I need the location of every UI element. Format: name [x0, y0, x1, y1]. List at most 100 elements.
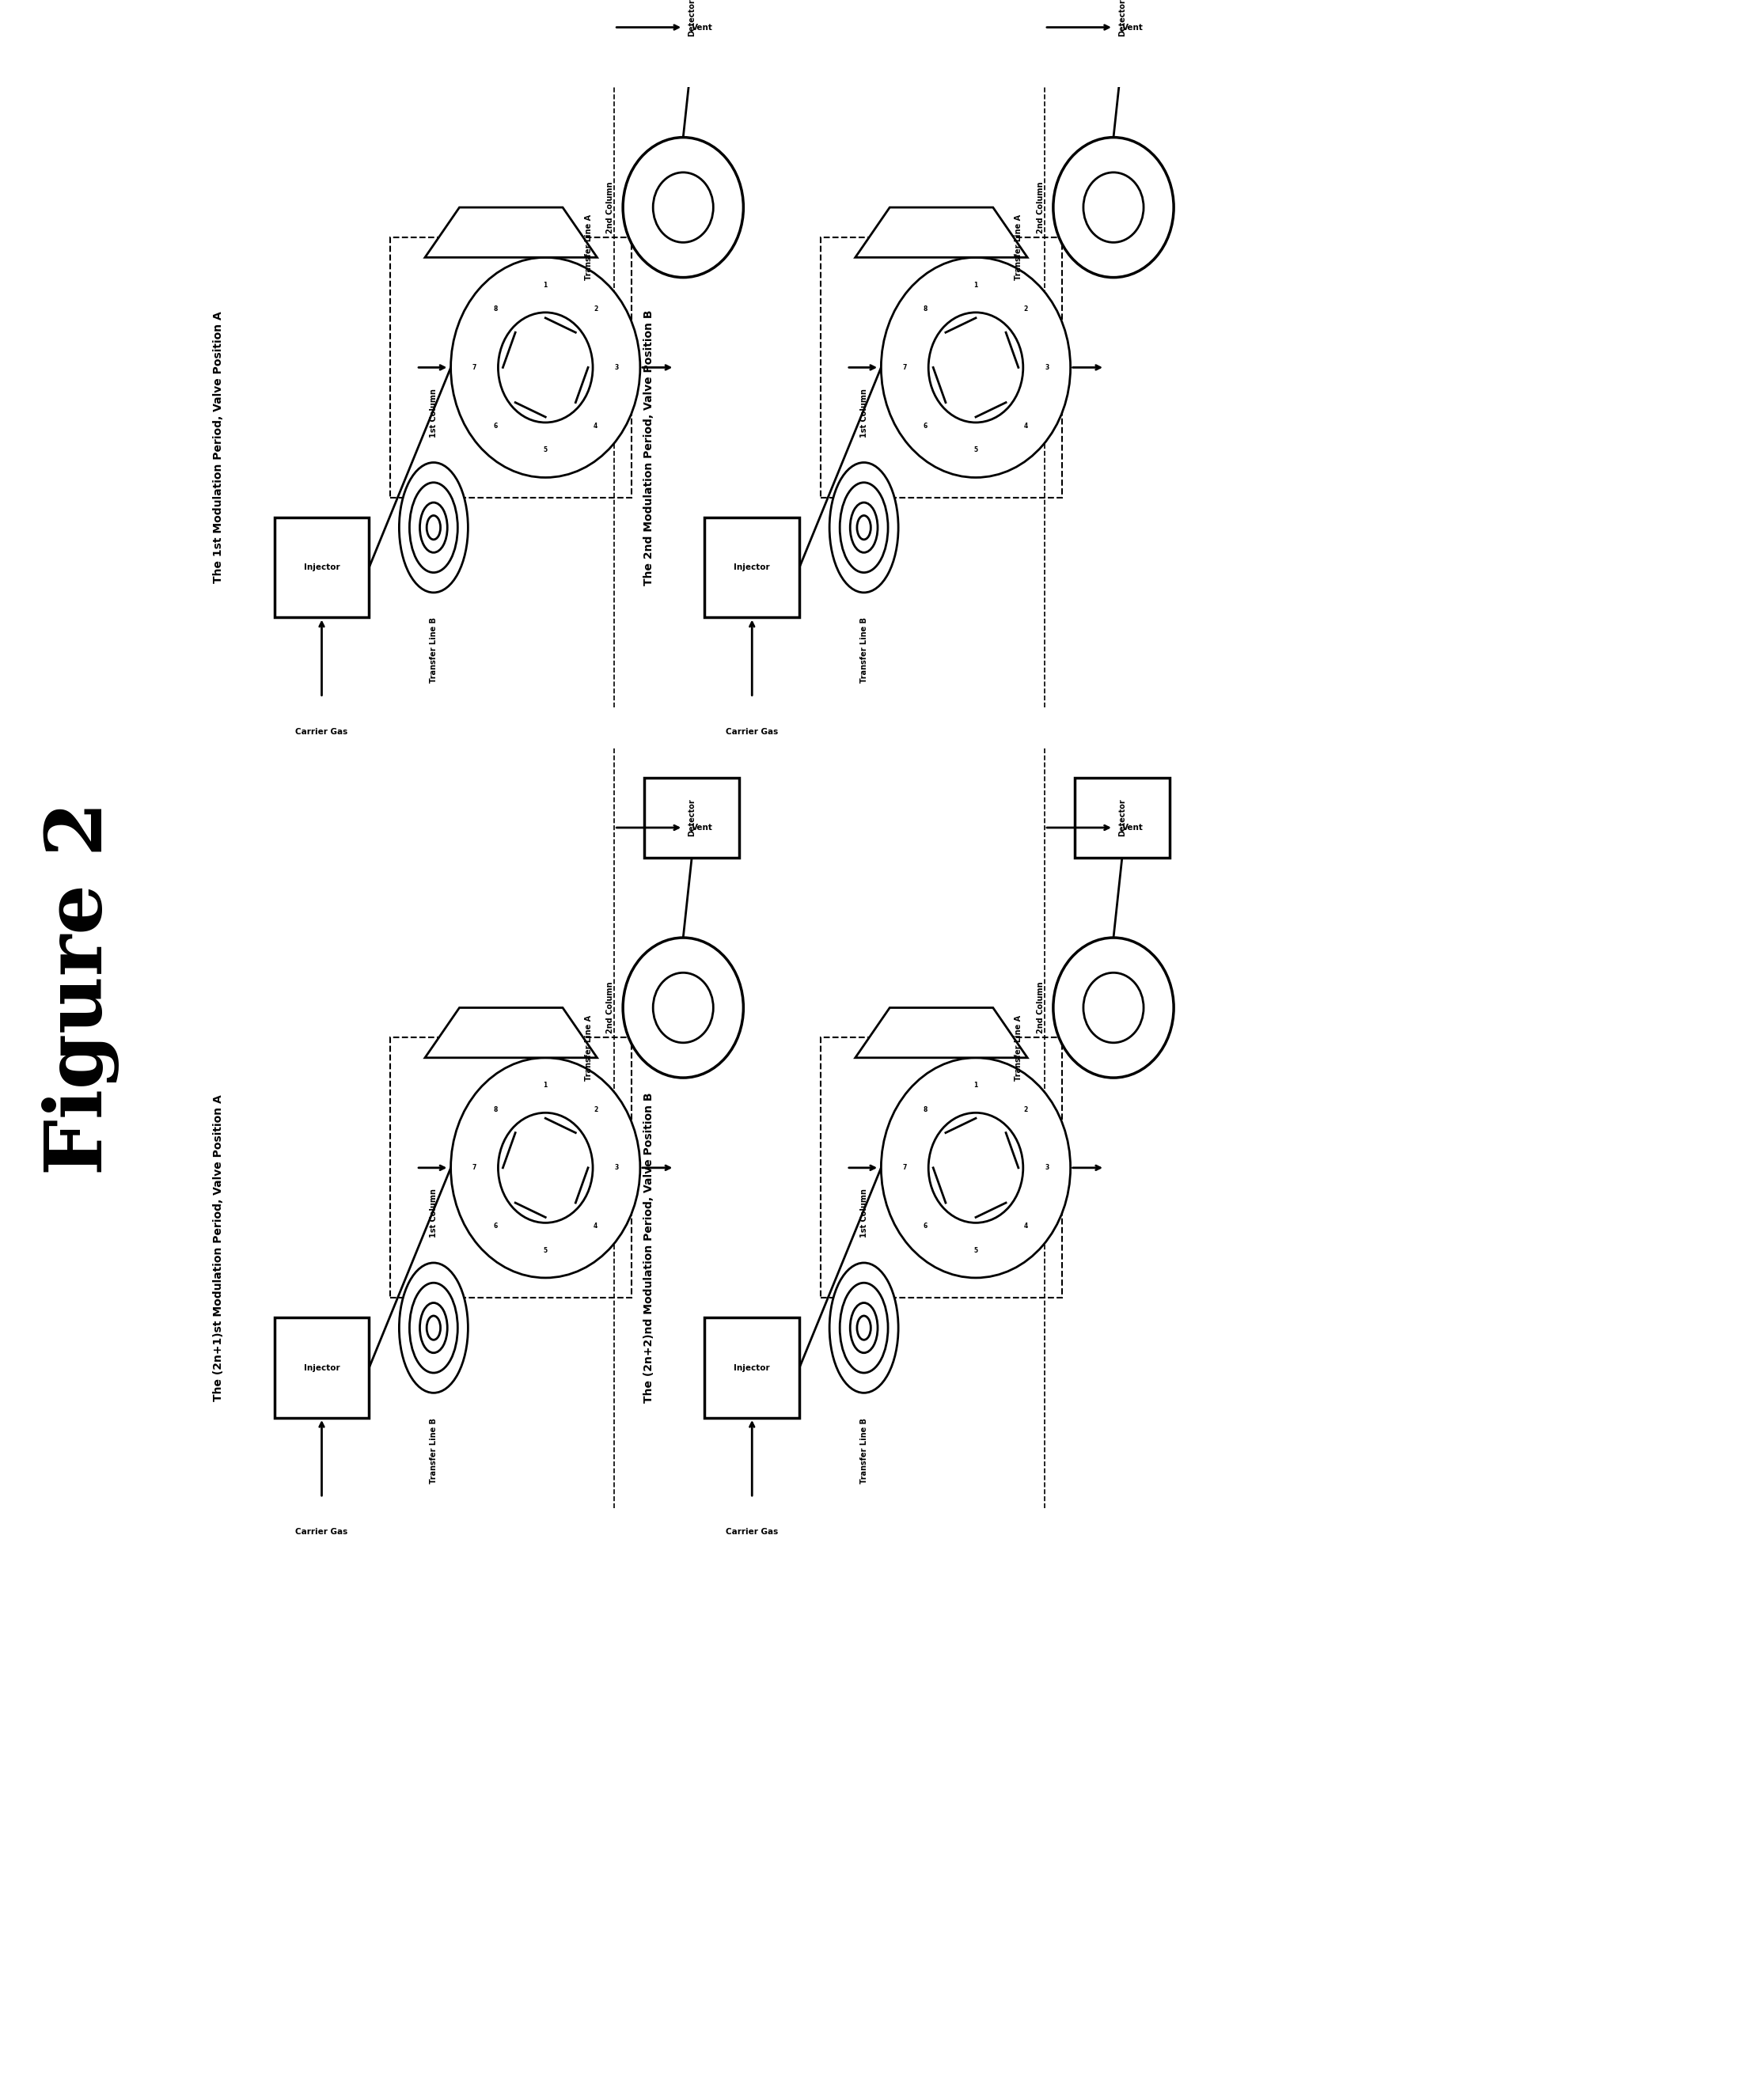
Text: Injector: Injector [304, 1363, 340, 1371]
Bar [1075, 0, 1169, 57]
Text: 1: 1 [543, 1082, 548, 1088]
Text: 1: 1 [974, 1082, 977, 1088]
Text: Detector: Detector [1119, 798, 1126, 836]
Text: Detector: Detector [688, 798, 696, 836]
Text: Injector: Injector [304, 563, 340, 571]
Text: 8: 8 [494, 304, 497, 313]
Text: Transfer Line B: Transfer Line B [429, 617, 438, 683]
Text: 8: 8 [923, 1107, 928, 1113]
Circle shape [653, 972, 714, 1044]
Text: 5: 5 [543, 447, 548, 454]
Text: 4: 4 [1024, 1222, 1028, 1231]
Ellipse shape [857, 1317, 871, 1340]
Circle shape [1054, 137, 1174, 277]
Text: 1st Column: 1st Column [429, 1189, 438, 1237]
Bar [274, 1319, 368, 1418]
Ellipse shape [400, 462, 468, 592]
Text: 1: 1 [974, 281, 977, 288]
Text: 3: 3 [614, 363, 618, 372]
Text: 2: 2 [1024, 304, 1028, 313]
Polygon shape [426, 208, 597, 258]
Text: 2nd Column: 2nd Column [607, 983, 614, 1033]
Text: Injector: Injector [735, 563, 770, 571]
Text: 7: 7 [902, 1163, 907, 1172]
Text: The 2nd Modulation Period, Valve Position B: The 2nd Modulation Period, Valve Positio… [644, 309, 654, 586]
Text: 1st Column: 1st Column [860, 389, 867, 437]
Circle shape [928, 313, 1023, 422]
Text: 4: 4 [593, 1222, 599, 1231]
Circle shape [928, 1113, 1023, 1222]
Ellipse shape [410, 1283, 457, 1373]
Text: 2: 2 [593, 304, 599, 313]
Bar [820, 237, 1063, 498]
Text: Vent: Vent [1122, 823, 1143, 832]
Circle shape [497, 1113, 593, 1222]
Text: 8: 8 [923, 304, 928, 313]
Polygon shape [855, 1008, 1028, 1058]
Ellipse shape [400, 1262, 468, 1392]
Circle shape [623, 939, 743, 1077]
Text: 4: 4 [593, 422, 599, 428]
Text: Injector: Injector [735, 1363, 770, 1371]
Text: 6: 6 [923, 1222, 928, 1231]
Text: 2nd Column: 2nd Column [1037, 983, 1045, 1033]
Text: 5: 5 [974, 447, 977, 454]
Text: 7: 7 [902, 363, 907, 372]
Bar [705, 517, 799, 617]
Polygon shape [426, 1008, 597, 1058]
Ellipse shape [839, 483, 888, 573]
Text: Figure 2: Figure 2 [42, 800, 119, 1174]
Text: Detector: Detector [688, 0, 696, 36]
Ellipse shape [421, 502, 447, 552]
Circle shape [450, 258, 640, 477]
Circle shape [881, 258, 1070, 477]
Bar [820, 1037, 1063, 1298]
Text: The 1st Modulation Period, Valve Position A: The 1st Modulation Period, Valve Positio… [213, 311, 223, 584]
Text: Carrier Gas: Carrier Gas [726, 1529, 778, 1535]
Text: Carrier Gas: Carrier Gas [295, 727, 347, 735]
Ellipse shape [857, 514, 871, 540]
Polygon shape [855, 208, 1028, 258]
Text: 3: 3 [614, 1163, 618, 1172]
Ellipse shape [850, 502, 878, 552]
Bar [1075, 777, 1169, 857]
Text: 6: 6 [923, 422, 928, 428]
Text: 5: 5 [543, 1247, 548, 1254]
Text: Transfer Line A: Transfer Line A [585, 214, 593, 279]
Text: 1st Column: 1st Column [429, 389, 438, 437]
Text: 1: 1 [543, 281, 548, 288]
Circle shape [497, 313, 593, 422]
Text: 1st Column: 1st Column [860, 1189, 867, 1237]
Text: 2nd Column: 2nd Column [607, 181, 614, 233]
Text: 7: 7 [473, 363, 476, 372]
Text: 2: 2 [1024, 1107, 1028, 1113]
Text: Transfer Line A: Transfer Line A [1016, 214, 1023, 279]
Text: Vent: Vent [1122, 23, 1143, 32]
Text: 4: 4 [1024, 422, 1028, 428]
Text: Transfer Line A: Transfer Line A [585, 1014, 593, 1082]
Circle shape [653, 172, 714, 242]
Text: Vent: Vent [691, 23, 714, 32]
Text: 7: 7 [473, 1163, 476, 1172]
Text: Carrier Gas: Carrier Gas [726, 727, 778, 735]
Text: 6: 6 [494, 1222, 497, 1231]
Circle shape [450, 1058, 640, 1277]
Text: 2nd Column: 2nd Column [1037, 181, 1045, 233]
Text: Transfer Line A: Transfer Line A [1016, 1014, 1023, 1082]
Bar [705, 1319, 799, 1418]
Bar [644, 777, 740, 857]
Text: 8: 8 [494, 1107, 497, 1113]
Text: 3: 3 [1045, 363, 1049, 372]
Circle shape [623, 137, 743, 277]
Text: Transfer Line B: Transfer Line B [860, 617, 867, 683]
Text: Detector: Detector [1119, 0, 1126, 36]
Ellipse shape [850, 1302, 878, 1352]
Text: 6: 6 [494, 422, 497, 428]
Ellipse shape [428, 1317, 440, 1340]
Bar [644, 0, 740, 57]
Text: Transfer Line B: Transfer Line B [860, 1418, 867, 1483]
Text: The (2n+2)nd Modulation Period, Valve Position B: The (2n+2)nd Modulation Period, Valve Po… [644, 1092, 654, 1403]
Text: The (2n+1)st Modulation Period, Valve Position A: The (2n+1)st Modulation Period, Valve Po… [213, 1094, 223, 1401]
Bar [391, 237, 632, 498]
Ellipse shape [829, 1262, 899, 1392]
